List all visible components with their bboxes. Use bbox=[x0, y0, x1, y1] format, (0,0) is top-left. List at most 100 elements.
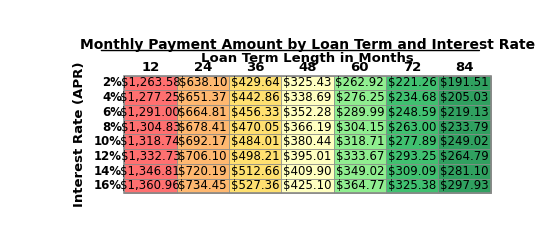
Text: $219.13: $219.13 bbox=[440, 106, 489, 119]
Text: $651.37: $651.37 bbox=[178, 91, 227, 104]
Text: $1,346.81: $1,346.81 bbox=[120, 165, 180, 178]
Text: $293.25: $293.25 bbox=[388, 150, 437, 163]
Text: 6%: 6% bbox=[102, 106, 122, 119]
Bar bbox=[124, 149, 177, 164]
Text: $309.09: $309.09 bbox=[388, 165, 436, 178]
Bar bbox=[438, 76, 491, 90]
Text: $289.99: $289.99 bbox=[336, 106, 384, 119]
Bar bbox=[124, 134, 177, 149]
Bar bbox=[386, 105, 438, 120]
Text: $692.17: $692.17 bbox=[178, 135, 227, 148]
Text: Monthly Payment Amount by Loan Term and Interest Rate: Monthly Payment Amount by Loan Term and … bbox=[80, 38, 535, 52]
Text: $277.89: $277.89 bbox=[388, 135, 437, 148]
Bar bbox=[334, 149, 386, 164]
Bar bbox=[386, 179, 438, 193]
Text: $352.28: $352.28 bbox=[283, 106, 332, 119]
Bar bbox=[334, 134, 386, 149]
Bar bbox=[177, 90, 229, 105]
Bar bbox=[229, 120, 281, 134]
Text: 72: 72 bbox=[403, 61, 421, 74]
Text: $512.66: $512.66 bbox=[231, 165, 279, 178]
Text: 14%: 14% bbox=[94, 165, 122, 178]
Text: 8%: 8% bbox=[102, 121, 122, 134]
Bar bbox=[334, 120, 386, 134]
Bar bbox=[229, 179, 281, 193]
Text: $297.93: $297.93 bbox=[440, 180, 489, 192]
Bar bbox=[334, 105, 386, 120]
Text: Interest Rate (APR): Interest Rate (APR) bbox=[73, 62, 86, 207]
Bar bbox=[281, 105, 334, 120]
Bar bbox=[386, 164, 438, 179]
Text: $1,277.25: $1,277.25 bbox=[120, 91, 180, 104]
Bar bbox=[229, 90, 281, 105]
Bar bbox=[124, 76, 491, 193]
Bar bbox=[177, 149, 229, 164]
Text: $395.01: $395.01 bbox=[283, 150, 332, 163]
Bar bbox=[334, 90, 386, 105]
Text: $664.81: $664.81 bbox=[178, 106, 227, 119]
Bar bbox=[177, 134, 229, 149]
Text: $304.15: $304.15 bbox=[336, 121, 384, 134]
Bar bbox=[386, 149, 438, 164]
Bar bbox=[438, 120, 491, 134]
Text: $263.00: $263.00 bbox=[388, 121, 436, 134]
Text: $221.26: $221.26 bbox=[388, 76, 437, 89]
Bar bbox=[124, 179, 177, 193]
Bar bbox=[124, 76, 177, 90]
Text: $276.25: $276.25 bbox=[336, 91, 384, 104]
Bar bbox=[229, 76, 281, 90]
Text: 10%: 10% bbox=[94, 135, 122, 148]
Text: $325.38: $325.38 bbox=[388, 180, 436, 192]
Text: $720.19: $720.19 bbox=[178, 165, 227, 178]
Bar bbox=[438, 134, 491, 149]
Text: $678.41: $678.41 bbox=[178, 121, 227, 134]
Bar bbox=[281, 76, 334, 90]
Bar bbox=[281, 134, 334, 149]
Text: $248.59: $248.59 bbox=[388, 106, 437, 119]
Text: $442.86: $442.86 bbox=[231, 91, 279, 104]
Text: $333.67: $333.67 bbox=[336, 150, 384, 163]
Bar bbox=[229, 149, 281, 164]
Bar bbox=[386, 134, 438, 149]
Text: $706.10: $706.10 bbox=[178, 150, 227, 163]
Text: $1,360.96: $1,360.96 bbox=[120, 180, 180, 192]
Bar bbox=[281, 179, 334, 193]
Text: $1,291.00: $1,291.00 bbox=[120, 106, 180, 119]
Bar bbox=[438, 179, 491, 193]
Text: 12%: 12% bbox=[94, 150, 122, 163]
Text: 12: 12 bbox=[141, 61, 159, 74]
Text: $1,332.73: $1,332.73 bbox=[120, 150, 180, 163]
Bar bbox=[124, 164, 177, 179]
Text: $281.10: $281.10 bbox=[441, 165, 489, 178]
Bar bbox=[177, 164, 229, 179]
Bar bbox=[177, 120, 229, 134]
Text: $191.51: $191.51 bbox=[440, 76, 489, 89]
Text: $233.79: $233.79 bbox=[441, 121, 489, 134]
Text: $1,263.58: $1,263.58 bbox=[120, 76, 180, 89]
Text: $470.05: $470.05 bbox=[231, 121, 279, 134]
Bar bbox=[177, 179, 229, 193]
Text: $1,318.74: $1,318.74 bbox=[120, 135, 180, 148]
Text: 60: 60 bbox=[350, 61, 369, 74]
Text: $205.03: $205.03 bbox=[441, 91, 489, 104]
Text: $380.44: $380.44 bbox=[283, 135, 332, 148]
Text: $638.10: $638.10 bbox=[179, 76, 227, 89]
Bar bbox=[124, 105, 177, 120]
Text: $527.36: $527.36 bbox=[231, 180, 279, 192]
Text: $325.43: $325.43 bbox=[283, 76, 332, 89]
Text: 24: 24 bbox=[194, 61, 212, 74]
Text: 16%: 16% bbox=[94, 180, 122, 192]
Bar bbox=[386, 76, 438, 90]
Bar bbox=[177, 76, 229, 90]
Bar bbox=[386, 120, 438, 134]
Text: $338.69: $338.69 bbox=[283, 91, 332, 104]
Bar bbox=[229, 105, 281, 120]
Text: 84: 84 bbox=[455, 61, 474, 74]
Text: $349.02: $349.02 bbox=[336, 165, 384, 178]
Bar bbox=[281, 120, 334, 134]
Bar bbox=[334, 179, 386, 193]
Text: $318.71: $318.71 bbox=[336, 135, 384, 148]
Bar bbox=[334, 164, 386, 179]
Text: 36: 36 bbox=[246, 61, 265, 74]
Text: $484.01: $484.01 bbox=[231, 135, 279, 148]
